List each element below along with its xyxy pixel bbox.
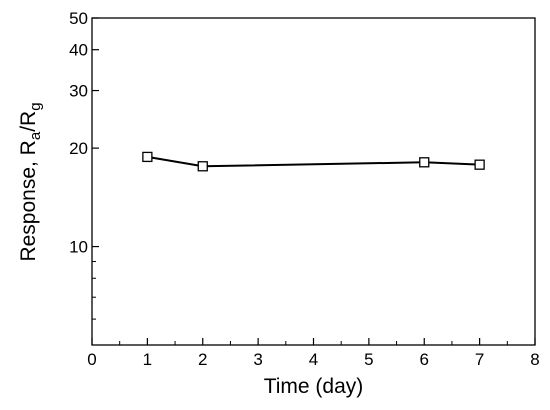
y-tick-label-20: 20 [69,139,88,158]
x-tick-label-0: 0 [87,350,96,369]
x-tick-label-4: 4 [309,350,318,369]
x-tick-label-8: 8 [530,350,539,369]
y-tick-label-10: 10 [69,238,88,257]
y-axis-label-sub-g: g [27,102,44,110]
y-axis-label-sub-a: a [27,131,44,140]
y-axis-label-mid: /R [17,111,40,132]
series-layer [142,151,485,172]
y-axis-label: Response, Ra/Rg [17,102,44,261]
x-axis: 0 1 2 3 4 5 6 7 8 [87,338,540,369]
y-tick-label-30: 30 [69,82,88,101]
series-line-0 [147,155,480,168]
x-tick-label-6: 6 [420,350,429,369]
data-point [474,159,485,170]
y-axis: 10 20 30 40 50 [69,9,99,320]
x-tick-label-5: 5 [364,350,373,369]
data-point [419,157,430,168]
x-axis-label: Time (day) [264,375,364,398]
x-tick-label-1: 1 [143,350,152,369]
y-axis-label-prefix: Response, R [17,140,40,261]
data-point [142,151,153,163]
data-point [197,161,208,172]
x-tick-label-7: 7 [475,350,484,369]
y-tick-label-50: 50 [69,9,88,28]
x-tick-label-3: 3 [253,350,262,369]
y-tick-label-40: 40 [69,41,88,60]
x-tick-label-2: 2 [198,350,207,369]
plot-frame [91,17,536,346]
